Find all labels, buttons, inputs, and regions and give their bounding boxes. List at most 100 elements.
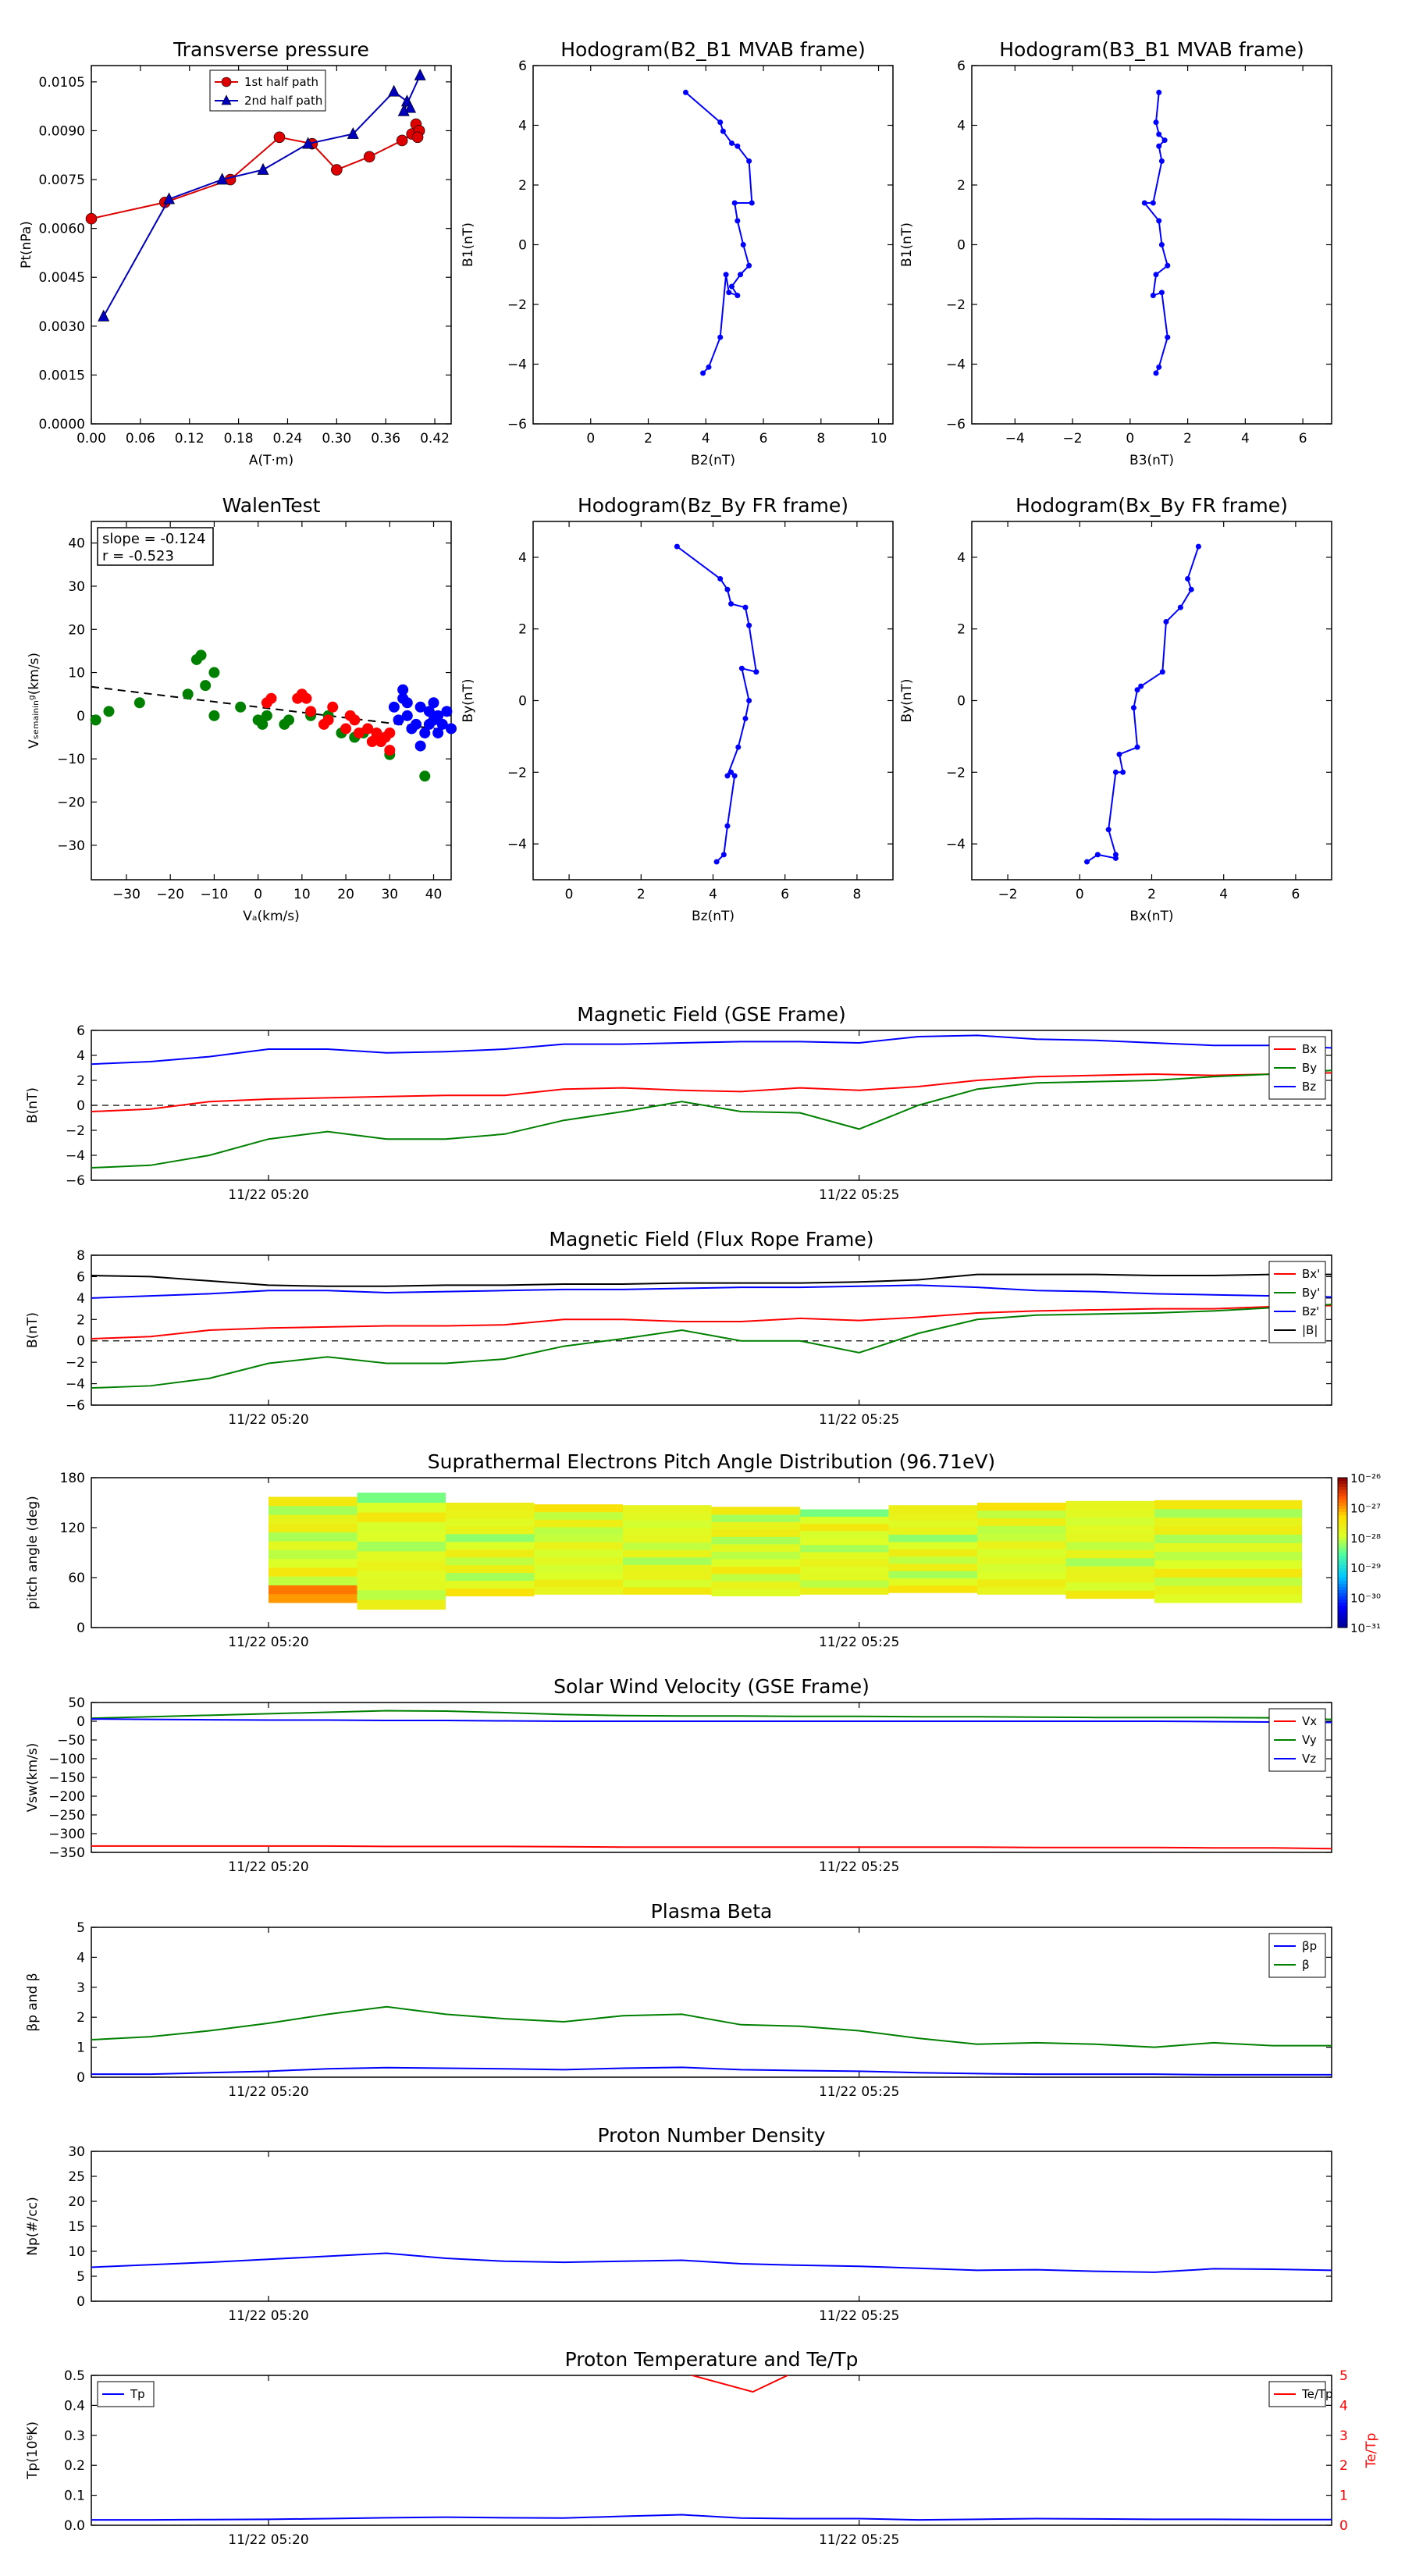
colorbar-label: 10⁻³¹ <box>1350 1621 1381 1635</box>
heatmap-cell <box>534 1557 623 1565</box>
heatmap-cell <box>888 1519 977 1528</box>
y-tick-label: 0 <box>76 1714 85 1730</box>
heatmap-cell <box>1154 1517 1303 1527</box>
data-point <box>1120 769 1126 775</box>
y-tick-label: 0.5 <box>64 2368 85 2384</box>
y-tick-label: −2 <box>946 297 966 313</box>
colorbar-step <box>1338 1571 1347 1575</box>
y-tick-label: 40 <box>68 536 85 552</box>
legend-label: Vz <box>1302 1752 1316 1766</box>
heatmap-cell <box>1065 1582 1154 1591</box>
y-tick-label: 60 <box>68 1571 85 1586</box>
series-line <box>91 1304 1332 1340</box>
data-point <box>1112 855 1119 861</box>
data-point <box>401 710 413 721</box>
y-axis-label: pitch angle (deg) <box>25 1496 41 1610</box>
data-point <box>322 714 334 726</box>
data-point <box>728 140 735 146</box>
x-tick-label: 10 <box>293 887 311 902</box>
legend-box <box>1268 1933 1326 1978</box>
colorbar-step <box>1338 1503 1347 1507</box>
colorbar-step <box>1338 1543 1347 1547</box>
data-point <box>1084 859 1090 865</box>
y-right-axis-label: Te/Tp <box>1364 2433 1379 2469</box>
data-point <box>1188 586 1194 592</box>
series-line <box>91 1034 1332 1066</box>
y-right-tick-label: 0 <box>1339 2518 1348 2534</box>
y-tick-label: −2 <box>66 1355 85 1371</box>
x-tick-label: 2 <box>637 887 646 902</box>
heatmap-cell <box>357 1580 446 1591</box>
data-point <box>724 823 731 829</box>
x-tick-label: 4 <box>702 431 710 447</box>
data-point <box>735 744 742 750</box>
data-point <box>428 697 439 709</box>
data-point <box>388 84 400 97</box>
y-tick-label: 1 <box>76 2041 85 2056</box>
heatmap-cell <box>711 1528 800 1537</box>
data-point <box>414 701 426 713</box>
heatmap-cell <box>446 1503 535 1511</box>
heatmap-cell <box>269 1505 357 1515</box>
panel-hod4: Hodogram(Bx_By FR frame) −4 −2 0 2 4 −2 0 2 4 6 Bx(… <box>899 494 1332 924</box>
x-axis-label: B2(nT) <box>691 453 735 468</box>
legend-box <box>1268 1261 1326 1343</box>
data-point <box>731 773 738 779</box>
y-tick-label: 15 <box>68 2219 85 2235</box>
colorbar-label: 10⁻²⁸ <box>1350 1532 1381 1546</box>
data-point <box>432 710 444 721</box>
x-tick-label: 0.18 <box>224 431 254 447</box>
y-tick-label: 0.2 <box>64 2458 85 2474</box>
y-axis-label: B(nT) <box>25 1087 41 1123</box>
heatmap-cell <box>977 1578 1066 1588</box>
y-right-tick-label: 5 <box>1339 2368 1348 2384</box>
data-point <box>726 290 732 296</box>
heatmap-cell <box>446 1580 535 1589</box>
colorbar-label: 10⁻²⁹ <box>1350 1561 1381 1575</box>
data-point <box>1150 200 1156 206</box>
heatmap-cell <box>446 1564 535 1574</box>
heatmap-cell <box>888 1505 977 1514</box>
plot-frame <box>91 65 452 425</box>
colorbar-step <box>1338 1528 1347 1532</box>
heatmap-cell <box>888 1585 977 1593</box>
legend-label: 1st half path <box>244 75 318 89</box>
heatmap-cell <box>1154 1500 1303 1510</box>
plot-frame <box>91 1702 1332 1853</box>
data-point <box>1158 158 1165 164</box>
heatmap-cell <box>1065 1590 1154 1599</box>
legend-label: βp <box>1302 1939 1317 1953</box>
y-tick-label: 0 <box>76 1334 85 1350</box>
y-tick-label: −6 <box>66 1173 85 1189</box>
colorbar-step <box>1338 1493 1347 1497</box>
heatmap-cell <box>800 1530 889 1539</box>
panel-hod3: Hodogram(Bz_By FR frame) −4 −2 0 2 4 0 2 4 6 8 Bz(n… <box>461 494 894 924</box>
data-point <box>340 723 352 735</box>
data-point <box>706 364 712 370</box>
x-tick-label: 20 <box>337 887 354 902</box>
y-tick-label: 10 <box>68 2244 85 2260</box>
heatmap-cell <box>800 1580 889 1588</box>
y-tick-label: 0 <box>76 709 85 724</box>
y-tick-label: 4 <box>518 550 527 566</box>
data-point <box>1130 705 1136 711</box>
heatmap-cell <box>800 1573 889 1581</box>
legend-label: Tp <box>130 2387 145 2401</box>
y-tick-label: 2 <box>957 622 966 638</box>
data-point <box>735 293 741 299</box>
data-point <box>353 727 365 738</box>
x-tick-label: 2 <box>1183 431 1192 447</box>
y-tick-label: −50 <box>57 1733 85 1749</box>
chart-title: Hodogram(Bz_By FR frame) <box>578 494 848 517</box>
colorbar-step <box>1338 1590 1347 1594</box>
colorbar-label: 10⁻³⁰ <box>1350 1592 1381 1606</box>
heatmap-cell <box>357 1589 446 1600</box>
y-axis-label: Vₛₑₘₐᵢₙᵢₙᵍ(km/s) <box>27 653 42 749</box>
data-point <box>423 706 435 717</box>
series-line <box>685 91 753 374</box>
y-tick-label: 20 <box>68 622 85 638</box>
heatmap-cell <box>534 1519 623 1528</box>
x-tick-label: 0.24 <box>273 431 303 447</box>
data-point <box>133 697 145 709</box>
